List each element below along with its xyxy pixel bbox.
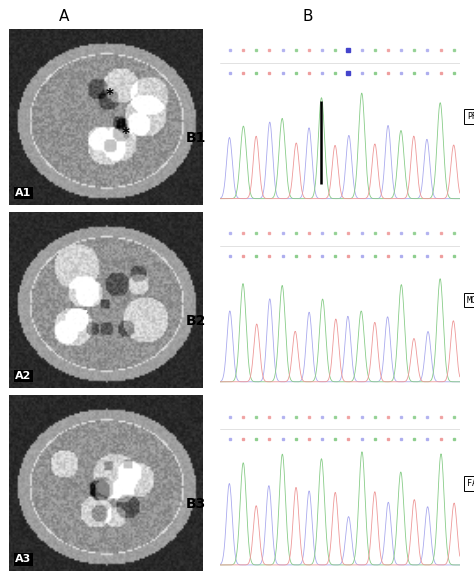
Text: B2: B2 xyxy=(186,314,207,328)
Text: FATHER: FATHER xyxy=(467,479,474,488)
Text: A3: A3 xyxy=(15,554,32,564)
Text: *: * xyxy=(106,88,114,103)
Text: B: B xyxy=(303,9,313,24)
Text: MOTHER: MOTHER xyxy=(467,295,474,305)
Text: B1: B1 xyxy=(186,131,207,145)
Text: PROBAND: PROBAND xyxy=(467,113,474,121)
Text: A: A xyxy=(59,9,69,24)
Text: A2: A2 xyxy=(15,371,32,381)
Text: B3: B3 xyxy=(186,497,207,511)
Text: A1: A1 xyxy=(15,188,32,198)
Text: *: * xyxy=(121,127,129,142)
